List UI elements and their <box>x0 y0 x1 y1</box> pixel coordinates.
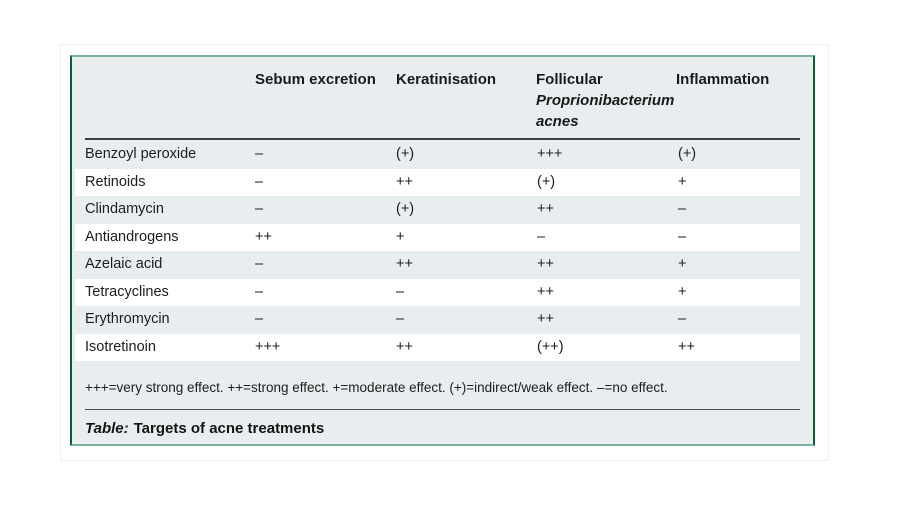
table-footnote: +++=very strong effect. ++=strong effect… <box>85 380 668 395</box>
header-rule <box>85 138 800 140</box>
cell-follicular: – <box>537 228 546 245</box>
cell-follicular: (++) <box>537 338 564 355</box>
table-row: Tetracyclines – – ++ + <box>75 278 800 306</box>
row-label: Antiandrogens <box>85 228 179 245</box>
cell-keratinisation: – <box>396 311 405 327</box>
table-row: Benzoyl peroxide – (+) +++ (+) <box>75 141 800 169</box>
table-caption: Table: Targets of acne treatments <box>85 419 324 439</box>
cell-sebum: – <box>255 146 264 162</box>
cell-inflammation: (+) <box>678 146 697 162</box>
cell-keratinisation: (+) <box>396 146 415 162</box>
table-body: Benzoyl peroxide – (+) +++ (+) Retinoids… <box>75 141 800 361</box>
table-row: Erythromycin – – ++ – <box>75 306 800 334</box>
cell-sebum: – <box>255 283 264 300</box>
cell-follicular: ++ <box>537 256 554 272</box>
column-header-follicular-p-acnes: Follicular Proprionibacterium acnes <box>536 69 676 132</box>
cell-inflammation: + <box>678 256 687 272</box>
cell-inflammation: + <box>678 283 687 300</box>
cell-keratinisation: ++ <box>396 256 413 272</box>
column-header-follicular-line1: Follicular <box>536 71 603 88</box>
column-header-keratinisation: Keratinisation <box>396 71 497 88</box>
cell-keratinisation: ++ <box>396 173 413 190</box>
row-label: Azelaic acid <box>85 256 163 272</box>
table-caption-text: Targets of acne treatments <box>133 420 325 437</box>
cell-follicular: ++ <box>537 311 554 327</box>
row-label: Tetracyclines <box>85 283 169 300</box>
table-card: Sebum excretion Keratinisation Follicula… <box>60 44 829 461</box>
column-header-inflammation: Inflammation <box>676 71 770 88</box>
cell-sebum: +++ <box>255 338 281 355</box>
column-header-follicular-line2: Proprionibacterium <box>536 92 675 109</box>
cell-follicular: (+) <box>537 173 556 190</box>
cell-inflammation: ++ <box>678 338 695 355</box>
column-header-sebum-excretion: Sebum excretion <box>255 71 376 88</box>
table-caption-prefix: Table: <box>85 420 129 437</box>
table-row: Retinoids – ++ (+) + <box>75 168 800 196</box>
cell-keratinisation: – <box>396 283 405 300</box>
cell-inflammation: – <box>678 228 687 245</box>
caption-rule <box>85 409 800 410</box>
cell-follicular: +++ <box>537 146 563 162</box>
row-label: Retinoids <box>85 173 146 190</box>
cell-sebum: – <box>255 311 264 327</box>
row-label: Isotretinoin <box>85 338 156 355</box>
cell-inflammation: – <box>678 201 687 217</box>
cell-follicular: ++ <box>537 201 554 217</box>
table-row: Antiandrogens ++ + – – <box>75 223 800 251</box>
cell-keratinisation: + <box>396 228 405 245</box>
cell-keratinisation: (+) <box>396 201 415 217</box>
cell-follicular: ++ <box>537 283 554 300</box>
table-row: Isotretinoin +++ ++ (++) ++ <box>75 333 800 361</box>
cell-sebum: ++ <box>255 228 272 245</box>
cell-sebum: – <box>255 256 264 272</box>
cell-sebum: – <box>255 173 264 190</box>
cell-keratinisation: ++ <box>396 338 413 355</box>
cell-inflammation: – <box>678 311 687 327</box>
row-label: Benzoyl peroxide <box>85 146 197 162</box>
acne-treatments-table: Sebum excretion Keratinisation Follicula… <box>70 55 815 446</box>
cell-sebum: – <box>255 201 264 217</box>
cell-inflammation: + <box>678 173 687 190</box>
row-label: Erythromycin <box>85 311 170 327</box>
row-label: Clindamycin <box>85 201 164 217</box>
table-row: Clindamycin – (+) ++ – <box>75 196 800 224</box>
column-header-follicular-line3: acnes <box>536 113 579 130</box>
table-row: Azelaic acid – ++ ++ + <box>75 251 800 279</box>
